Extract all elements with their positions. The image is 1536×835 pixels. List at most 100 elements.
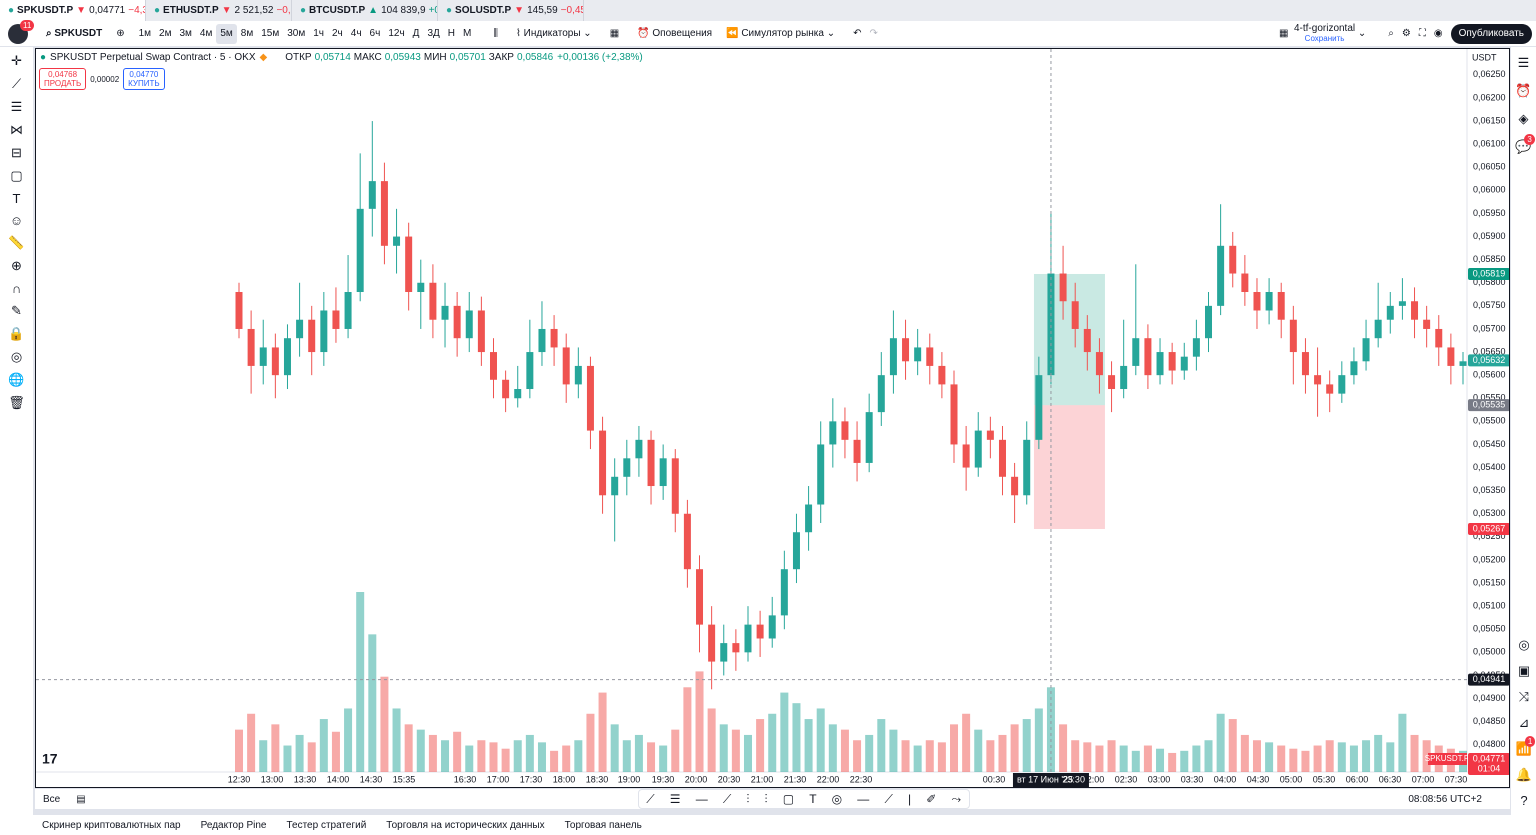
alerts-panel[interactable]: ⏰	[1515, 83, 1532, 98]
target[interactable]: ◎	[1518, 637, 1530, 652]
interval[interactable]: 2м	[159, 28, 172, 39]
interval[interactable]: 1ч	[313, 28, 324, 39]
undo[interactable]: ↶	[853, 28, 862, 39]
interval[interactable]: Д	[412, 28, 420, 39]
ideas[interactable]: ⤨	[1518, 689, 1530, 704]
interval[interactable]: 4м	[199, 28, 213, 39]
fav-10[interactable]: —	[857, 792, 870, 806]
layers[interactable]: ◈	[1518, 111, 1529, 126]
replay[interactable]: ⏪ Симулятор рынка ⌄	[726, 28, 836, 39]
tool-magnet[interactable]: ∩	[11, 281, 22, 296]
interval[interactable]: 2ч	[331, 28, 343, 39]
candle-body	[865, 412, 873, 463]
interval[interactable]: 30м	[287, 28, 306, 39]
tab[interactable]: ●ETHUSDT.P▼2 521,52−0,09%	[146, 0, 292, 21]
buy-button[interactable]: 0,04770 КУПИТЬ	[123, 68, 165, 90]
fav-2[interactable]: ☰	[669, 792, 681, 806]
tool-trash[interactable]: 🗑	[8, 395, 25, 410]
x-tick-label: 21:30	[784, 774, 807, 784]
watchlist[interactable]: ☰	[1517, 55, 1530, 70]
interval[interactable]: 12ч	[388, 28, 405, 39]
interval[interactable]: 8м	[240, 28, 254, 39]
tab[interactable]: ●BTCUSDT.P▲104 839,9+0,01	[292, 0, 438, 21]
templates[interactable]: ▦	[609, 28, 620, 39]
interval[interactable]: 6ч	[369, 28, 381, 39]
bottom-tab[interactable]: Тестер стратегий	[286, 819, 367, 831]
bottom-tab[interactable]: Редактор Pine	[200, 819, 267, 831]
quick-search[interactable]: ⌕	[1388, 28, 1394, 39]
y-tick-label: 0,06000	[1473, 185, 1506, 195]
tool-eye[interactable]: ◎	[10, 349, 23, 364]
tab-symbol: BTCUSDT.P	[309, 5, 366, 16]
tab[interactable]: ●SOLUSDT.P▼145,59−0,45%	[438, 0, 584, 21]
bottom-tab[interactable]: Торговля на исторических данных	[386, 819, 545, 831]
bell[interactable]: 🔔	[1515, 767, 1533, 782]
tool-lock[interactable]: 🔒	[8, 326, 25, 341]
fav-9[interactable]: ◎	[831, 792, 843, 806]
range[interactable]: Все	[43, 793, 61, 805]
candle-body	[1156, 352, 1164, 376]
redo[interactable]: ↷	[869, 28, 878, 39]
fav-7[interactable]: ▢	[782, 792, 795, 806]
interval[interactable]: 1м	[138, 28, 152, 39]
fullscreen[interactable]: ⛶	[1418, 28, 1426, 39]
interval[interactable]: М	[463, 28, 472, 39]
tool-shape[interactable]: ▢	[10, 168, 23, 183]
fav-12[interactable]: |	[907, 792, 912, 806]
chart-type[interactable]: ⫼	[493, 28, 498, 39]
volume-bar	[634, 734, 643, 772]
scripts[interactable]: ⊿	[1518, 715, 1530, 730]
alerts[interactable]: ⏰ Оповещения	[637, 28, 713, 39]
interval[interactable]: 3Д	[427, 28, 440, 39]
tool-position[interactable]: ⊟	[11, 145, 22, 160]
compare[interactable]: ⊕	[116, 28, 125, 39]
tool-emoji[interactable]: ☺	[9, 213, 24, 228]
interval[interactable]: 4ч	[350, 28, 362, 39]
tool-cross[interactable]: ✛	[11, 53, 22, 68]
notifications[interactable]: 📶 1	[1516, 736, 1536, 757]
tool-lock-draw[interactable]: ✎	[11, 303, 22, 318]
tool-zoom[interactable]: ⊕	[11, 258, 22, 273]
interval[interactable]: 15м	[261, 28, 280, 39]
tab[interactable]: ●SPKUSDT.P▼0,04771−4,35%	[0, 0, 146, 21]
interval[interactable]: Н	[447, 28, 456, 39]
candle-body	[344, 292, 352, 329]
indicators[interactable]: ⌇ Индикаторы ⌄	[515, 28, 592, 39]
fav-6[interactable]: ⫶	[764, 791, 768, 806]
legend-value: 0,05701	[449, 52, 486, 63]
x-tick-label: 04:00	[1214, 774, 1237, 784]
fav-5[interactable]: ⫶	[746, 791, 750, 806]
tool-text[interactable]: T	[12, 191, 21, 206]
tool-fib[interactable]: ☰	[10, 99, 23, 114]
y-tick-label: 0,05200	[1473, 554, 1506, 564]
fav-11[interactable]: ⟋	[884, 791, 893, 806]
fav-8[interactable]: T	[809, 792, 817, 806]
publish[interactable]: Опубликовать	[1450, 23, 1532, 44]
volume-bar	[368, 634, 377, 772]
tool-pattern[interactable]: ⋈	[10, 122, 23, 137]
tool-ruler[interactable]: 📏	[8, 235, 25, 250]
fav-13[interactable]: ✐	[926, 792, 937, 806]
tool-globe[interactable]: 🌐	[8, 372, 25, 387]
bottom-tab[interactable]: Торговая панель	[564, 819, 642, 831]
goto-date[interactable]: ▤	[76, 793, 86, 805]
fav-3[interactable]: —	[695, 792, 708, 806]
interval[interactable]: 3м	[179, 28, 192, 39]
layout[interactable]: ▦ 4-tf-gorizontal Сохранить ⌄	[1278, 22, 1367, 43]
symbol-search[interactable]: ⌕ SPKUSDT	[46, 28, 103, 39]
fav-14[interactable]: ⤳	[951, 791, 962, 806]
fav-1[interactable]: ⟋	[646, 791, 655, 806]
snapshot[interactable]: ◉	[1433, 28, 1443, 39]
settings[interactable]: ⚙	[1401, 28, 1411, 39]
candle-body	[1338, 375, 1346, 394]
sell-button[interactable]: 0,04768 ПРОДАТЬ	[39, 68, 87, 90]
chats[interactable]: 💬 3	[1515, 134, 1535, 155]
bottom-tab[interactable]: Скринер криптовалютных пар	[42, 819, 181, 831]
fav-4[interactable]: ⟋	[722, 791, 732, 806]
interval[interactable]: 5м	[216, 23, 237, 44]
layout-name: 4-tf-gorizontal	[1293, 22, 1356, 34]
calendar[interactable]: ▣	[1517, 663, 1531, 678]
avatar[interactable]: 11	[8, 19, 35, 44]
help[interactable]: ?	[1520, 793, 1528, 808]
tool-line[interactable]: ⟋	[11, 76, 22, 91]
